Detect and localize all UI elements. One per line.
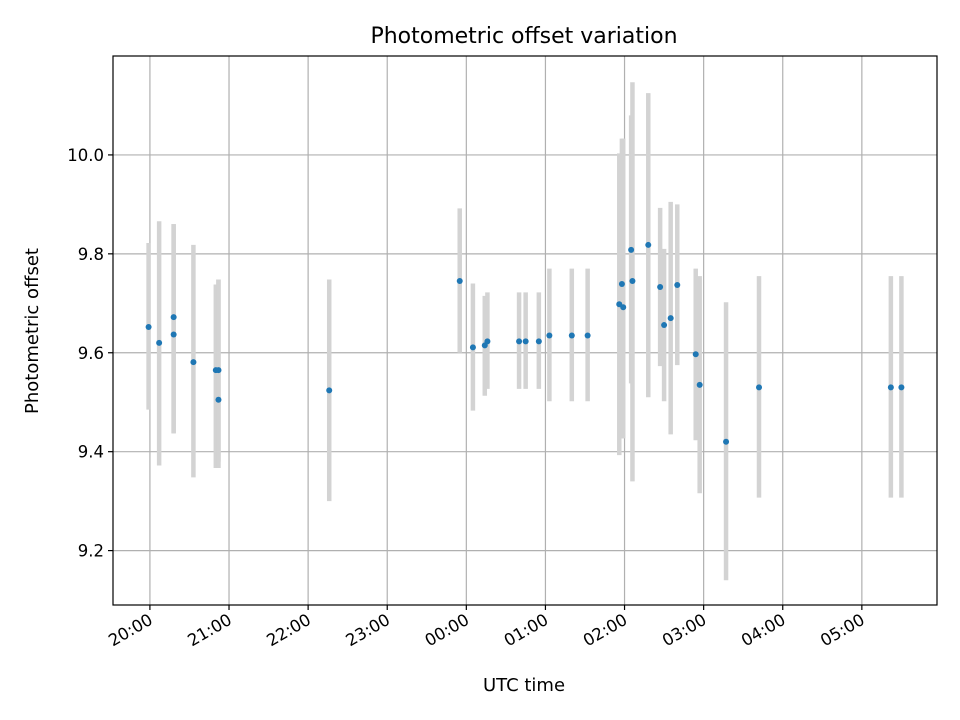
y-tick-label: 10.0 <box>67 146 104 165</box>
data-point <box>516 338 523 345</box>
y-tick-label: 9.2 <box>78 542 104 561</box>
x-tick-label: 21:00 <box>184 610 235 650</box>
y-tick-label: 9.6 <box>78 344 104 363</box>
data-point <box>546 332 553 339</box>
data-point <box>170 314 177 321</box>
data-point <box>657 283 664 290</box>
data-point <box>215 396 222 403</box>
errorbar-layer <box>146 82 904 581</box>
data-point <box>645 241 652 248</box>
data-point <box>326 387 333 394</box>
data-point <box>568 332 575 339</box>
data-point <box>628 246 635 253</box>
data-point <box>145 324 152 331</box>
x-tick-label: 23:00 <box>343 610 394 650</box>
data-point <box>620 304 627 311</box>
x-tick-label: 05:00 <box>817 610 868 650</box>
data-point <box>215 367 222 374</box>
data-point <box>618 281 625 288</box>
data-point <box>535 338 542 345</box>
x-tick-label: 03:00 <box>659 610 710 650</box>
y-tick-label: 9.8 <box>78 245 104 264</box>
data-point <box>190 359 197 366</box>
x-tick-label: 01:00 <box>501 610 552 650</box>
y-axis-label: Photometric offset <box>22 248 43 414</box>
point-layer <box>145 241 905 445</box>
data-point <box>584 332 591 339</box>
x-tick-label: 20:00 <box>105 610 156 650</box>
tick-layer: 20:00 21:00 22:00 23:00 00:00 01:00 02:00 03:00… <box>67 146 868 650</box>
data-point <box>469 344 476 351</box>
x-tick-label: 02:00 <box>580 610 631 650</box>
data-point <box>456 278 463 285</box>
x-tick-label: 00:00 <box>422 610 473 650</box>
data-point <box>756 384 763 391</box>
x-axis-label: UTC time <box>483 675 565 696</box>
data-point <box>156 339 163 346</box>
data-point <box>522 338 529 345</box>
data-point <box>692 351 699 358</box>
data-point <box>667 315 674 322</box>
data-point <box>887 384 894 391</box>
data-point <box>170 331 177 338</box>
data-point <box>674 281 681 288</box>
data-point <box>661 322 668 329</box>
chart-title: Photometric offset variation <box>370 24 677 49</box>
plot-area-frame <box>112 55 938 606</box>
data-point <box>723 438 730 445</box>
x-tick-label: 22:00 <box>263 610 314 650</box>
x-tick-label: 04:00 <box>738 610 789 650</box>
data-point <box>629 278 636 285</box>
data-point <box>484 338 491 345</box>
data-point <box>898 384 905 391</box>
y-tick-label: 9.4 <box>78 443 104 462</box>
data-point <box>696 381 703 388</box>
